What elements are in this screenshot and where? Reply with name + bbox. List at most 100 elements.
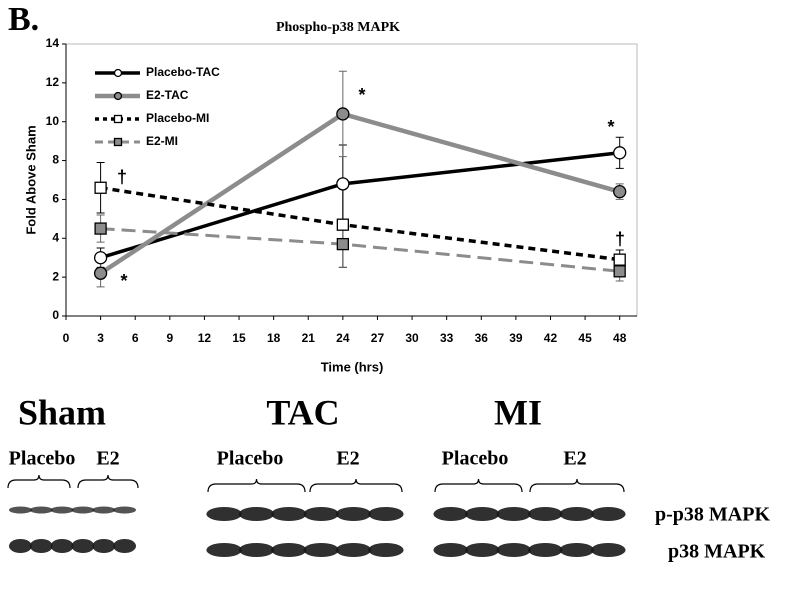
lane-label: Placebo	[442, 448, 509, 470]
legend-label: E2-MI	[146, 134, 178, 148]
y-tick-label: 14	[46, 36, 60, 50]
x-tick-label: 36	[475, 331, 489, 345]
x-tick-label: 6	[132, 331, 139, 345]
band	[71, 506, 95, 514]
panel-label: B.	[8, 1, 39, 38]
band	[527, 507, 563, 521]
band	[206, 543, 242, 557]
band	[29, 506, 53, 514]
y-tick-label: 4	[52, 230, 59, 244]
band	[496, 543, 532, 557]
annotation: *	[358, 85, 365, 105]
legend-label: Placebo-MI	[146, 111, 209, 125]
chart-title: Phospho-p38 MAPK	[276, 20, 400, 35]
band	[368, 543, 404, 557]
x-tick-label: 0	[63, 331, 70, 345]
band	[50, 539, 74, 553]
group-label: Sham	[18, 392, 106, 432]
point	[336, 237, 349, 251]
x-axis-label: Time (hrs)	[321, 359, 384, 374]
x-tick-label: 3	[97, 331, 104, 345]
lane-label: E2	[563, 448, 586, 470]
point	[94, 222, 107, 235]
legend-marker	[113, 114, 123, 124]
y-tick-label: 12	[46, 75, 60, 89]
band	[368, 507, 404, 521]
band	[271, 543, 307, 557]
annotation: †	[117, 167, 127, 187]
legend-marker	[113, 91, 123, 101]
brace	[7, 474, 71, 489]
point	[93, 251, 108, 265]
band	[71, 539, 95, 553]
point	[613, 185, 627, 199]
y-tick-label: 8	[52, 153, 59, 167]
band	[238, 507, 275, 521]
x-tick-label: 48	[613, 331, 627, 345]
x-tick-label: 15	[232, 331, 246, 345]
group-label: TAC	[266, 392, 339, 432]
band	[464, 543, 500, 557]
x-tick-label: 21	[302, 331, 316, 345]
band	[303, 543, 339, 557]
band	[92, 506, 116, 514]
lane-label: Placebo	[9, 448, 76, 470]
brace	[434, 478, 523, 493]
band	[433, 543, 469, 557]
x-tick-label: 39	[509, 331, 523, 345]
x-tick-label: 18	[267, 331, 281, 345]
point	[94, 181, 107, 194]
y-tick-label: 6	[52, 192, 59, 206]
lane-label: E2	[96, 448, 119, 470]
x-tick-label: 45	[578, 331, 592, 345]
band	[206, 507, 242, 521]
y-tick-label: 10	[46, 114, 60, 128]
band	[8, 506, 32, 514]
point	[613, 146, 627, 160]
annotation: †	[615, 229, 625, 249]
legend-label: E2-TAC	[146, 88, 189, 102]
band	[433, 507, 469, 521]
band	[496, 507, 532, 521]
y-tick-label: 2	[52, 269, 59, 283]
legend-marker	[113, 137, 123, 147]
band	[527, 543, 563, 557]
row-label: p38 MAPK	[668, 541, 766, 563]
band	[271, 507, 307, 521]
band	[50, 506, 74, 514]
band	[238, 543, 275, 557]
western-blot: Sham Placebo E2 TAC Placebo E2 MI Placebo E2 p-p3…	[7, 392, 770, 563]
point	[613, 265, 626, 278]
annotation: *	[120, 271, 127, 291]
band	[29, 539, 53, 553]
band	[335, 543, 372, 557]
lane-label: Placebo	[217, 448, 284, 470]
band	[113, 506, 137, 514]
band	[559, 507, 595, 521]
brace	[529, 478, 625, 493]
point	[336, 177, 350, 191]
point	[93, 266, 108, 280]
x-tick-label: 24	[336, 331, 350, 345]
band	[92, 539, 116, 553]
x-tick-label: 12	[198, 331, 212, 345]
group-label: MI	[494, 392, 542, 432]
x-tick-label: 27	[371, 331, 385, 345]
band	[590, 543, 626, 557]
band	[464, 507, 500, 521]
x-tick-label: 33	[440, 331, 454, 345]
brace	[309, 478, 403, 493]
x-tick-label: 42	[544, 331, 558, 345]
y-axis-label: Fold Above Sham	[23, 125, 38, 234]
legend-marker	[113, 68, 123, 78]
point	[613, 253, 626, 266]
band	[335, 507, 372, 521]
band	[8, 539, 32, 553]
legend-label: Placebo-TAC	[146, 65, 220, 79]
band	[113, 539, 137, 553]
x-tick-label: 9	[166, 331, 173, 345]
annotation: *	[607, 117, 614, 137]
brace	[207, 478, 306, 493]
